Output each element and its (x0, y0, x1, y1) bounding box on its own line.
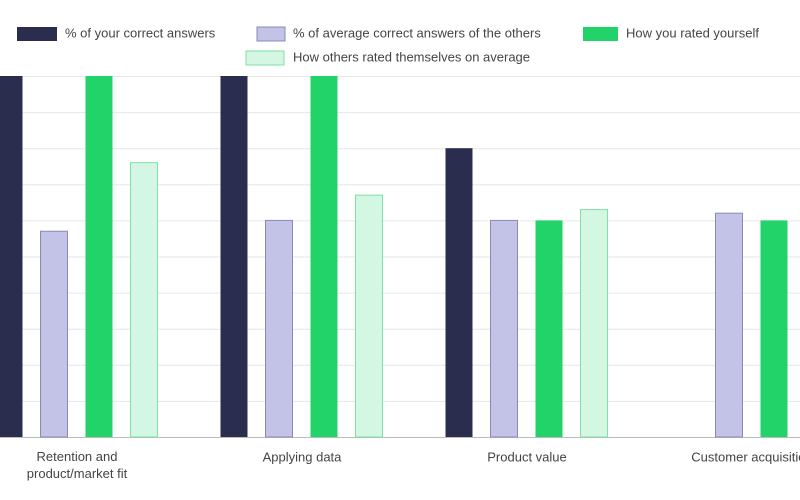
legend-swatch (17, 27, 57, 41)
x-tick-label: Applying data (263, 449, 343, 464)
x-tick-label: Customer acquisition (691, 449, 800, 464)
label-line: product/market fit (27, 466, 128, 481)
x-tick-label: Retention and product/market fit (27, 449, 128, 481)
bar (130, 162, 158, 438)
bar (580, 209, 608, 438)
bar (355, 194, 383, 438)
bar (715, 212, 743, 438)
bar (85, 76, 113, 437)
legend-label: How others rated themselves on average (293, 49, 530, 64)
legend-swatch (245, 50, 285, 66)
legend-swatch (583, 27, 618, 41)
legend-label: % of your correct answers (65, 25, 216, 40)
legend-label: % of average correct answers of the othe… (293, 25, 541, 40)
bar (445, 148, 473, 437)
bar (40, 230, 68, 438)
x-tick-label: Product value (487, 449, 567, 464)
bar (760, 220, 788, 437)
label-line: Retention and (37, 449, 118, 464)
bar (0, 76, 23, 437)
bar (490, 219, 518, 438)
bar (535, 220, 563, 437)
legend-swatch (256, 26, 286, 42)
bar (220, 76, 248, 437)
legend-label: How you rated yourself (626, 25, 759, 40)
bar (310, 76, 338, 437)
bar (265, 219, 293, 438)
